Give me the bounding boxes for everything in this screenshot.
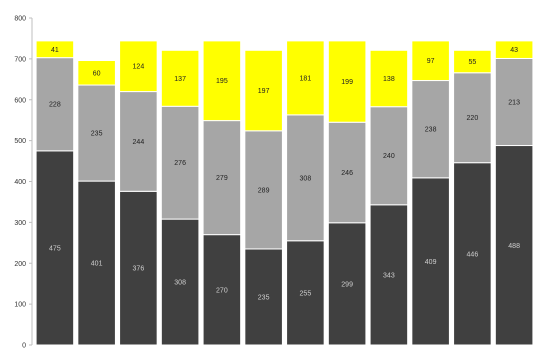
data-label: 343 xyxy=(383,272,395,279)
data-label: 43 xyxy=(510,47,518,54)
bar-segment xyxy=(119,91,158,192)
y-axis: 0 100 200 300 400 500 600 700 800 xyxy=(14,16,33,350)
data-label: 220 xyxy=(467,115,479,122)
data-label: 195 xyxy=(216,78,228,85)
y-tick-label: 400 xyxy=(14,179,26,186)
y-tick-label: 500 xyxy=(14,138,26,145)
data-label: 308 xyxy=(300,175,312,182)
y-tick-label: 100 xyxy=(14,302,26,309)
bar-segment xyxy=(453,49,492,74)
bar-segment xyxy=(160,218,200,346)
bar-segment xyxy=(202,234,242,346)
data-label: 228 xyxy=(49,102,61,109)
bar-segment xyxy=(369,204,409,346)
data-label: 276 xyxy=(174,160,186,167)
data-label: 255 xyxy=(300,290,312,297)
bar-segment xyxy=(119,40,158,93)
bar-segment xyxy=(160,49,200,107)
bar-segment xyxy=(202,120,242,236)
y-tick-label: 300 xyxy=(14,220,26,227)
bar-segment xyxy=(369,49,409,108)
data-label: 488 xyxy=(508,243,520,250)
data-label: 41 xyxy=(51,47,59,54)
bar-segment xyxy=(119,190,158,346)
bar-segment xyxy=(244,248,283,346)
bar-segment xyxy=(327,121,367,224)
data-label: 308 xyxy=(174,280,186,287)
data-label: 235 xyxy=(258,294,270,301)
data-label: 475 xyxy=(49,245,61,252)
bar-segment xyxy=(369,106,409,206)
bar-segment xyxy=(35,40,75,59)
bars xyxy=(35,40,533,346)
data-label: 299 xyxy=(341,281,353,288)
y-tick-label: 800 xyxy=(14,16,26,23)
y-tick-label: 0 xyxy=(22,343,26,350)
bar-segment xyxy=(327,40,367,123)
data-label: 446 xyxy=(467,251,479,258)
y-tick-label: 200 xyxy=(14,261,26,268)
data-label: 181 xyxy=(300,75,312,82)
bar-segment xyxy=(494,145,533,346)
data-label: 246 xyxy=(341,170,353,177)
bar-segment xyxy=(327,222,367,346)
y-tick-label: 600 xyxy=(14,97,26,104)
data-label: 138 xyxy=(383,76,395,83)
data-labels: 475 228 41 401 235 60 376 244 124 308 276 137 270 279… xyxy=(49,47,520,302)
data-label: 235 xyxy=(91,131,103,138)
data-label: 240 xyxy=(383,153,395,160)
bar-segment xyxy=(453,72,492,164)
data-label: 213 xyxy=(508,99,520,106)
data-label: 55 xyxy=(468,59,476,66)
bar-segment xyxy=(411,40,450,82)
data-label: 60 xyxy=(93,70,101,77)
bar-segment xyxy=(202,40,242,122)
data-label: 409 xyxy=(425,259,437,266)
data-label: 270 xyxy=(216,287,228,294)
bar-segment xyxy=(286,240,325,346)
y-tick-label: 700 xyxy=(14,56,26,63)
data-label: 401 xyxy=(91,261,103,268)
data-label: 289 xyxy=(258,187,270,194)
bar-segment xyxy=(77,180,116,346)
data-label: 97 xyxy=(427,58,435,65)
data-label: 199 xyxy=(341,79,353,86)
data-label: 197 xyxy=(258,88,270,95)
bar-segment xyxy=(244,49,283,132)
data-label: 376 xyxy=(133,266,145,273)
bar-segment xyxy=(411,177,450,346)
data-label: 137 xyxy=(174,76,186,83)
bar-segment xyxy=(77,60,116,86)
data-label: 279 xyxy=(216,175,228,182)
data-label: 238 xyxy=(425,127,437,134)
bar-segment xyxy=(160,105,200,220)
data-label: 124 xyxy=(133,64,145,71)
bar-segment xyxy=(77,84,116,182)
bar-segment xyxy=(35,57,75,152)
bar-segment xyxy=(286,40,325,116)
bar-segment xyxy=(244,130,283,250)
data-label: 244 xyxy=(133,139,145,146)
